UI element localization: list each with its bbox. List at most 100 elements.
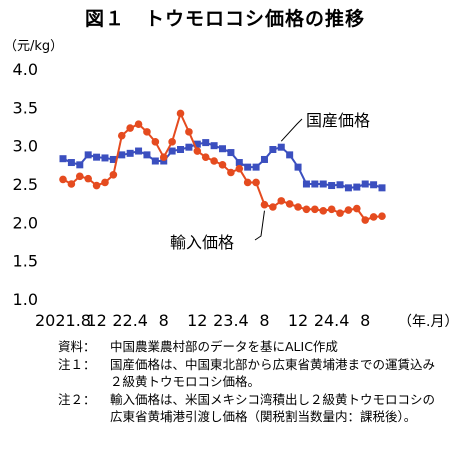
x-axis-unit-label: （年.月）: [398, 314, 450, 330]
data-point: [84, 151, 92, 159]
y-tick-label: 3.0: [13, 137, 38, 156]
data-point: [269, 203, 277, 211]
data-point: [369, 213, 378, 221]
x-tick-label: 8: [259, 311, 269, 330]
data-point: [126, 149, 134, 157]
series-label: 輸入価格: [170, 233, 234, 252]
data-point: [67, 159, 75, 167]
y-tick-label: 3.5: [13, 98, 38, 117]
note-label: 注１：: [58, 356, 96, 372]
data-point: [227, 149, 235, 157]
x-tick-label: 23.4: [213, 311, 249, 330]
data-point: [93, 153, 101, 161]
data-point: [176, 109, 185, 118]
y-tick-label: 2.5: [13, 175, 38, 194]
data-point: [353, 183, 361, 191]
data-point: [243, 178, 252, 187]
data-point: [370, 181, 378, 189]
x-tick-label: 12: [187, 311, 207, 330]
series-label: 国産価格: [306, 111, 370, 130]
data-point: [201, 153, 210, 161]
data-point: [328, 182, 336, 190]
data-point: [344, 206, 353, 214]
data-point: [378, 184, 386, 192]
data-point: [218, 161, 227, 169]
data-point: [135, 147, 143, 155]
note-label: 資料：: [58, 339, 96, 354]
data-point: [76, 161, 84, 169]
data-point: [202, 139, 210, 147]
data-point: [84, 174, 92, 183]
data-point: [294, 203, 302, 211]
data-point: [286, 151, 294, 159]
data-point: [159, 153, 168, 161]
x-tick-label: 12: [86, 311, 106, 330]
data-point: [143, 128, 151, 136]
data-point: [168, 138, 176, 146]
data-point: [361, 180, 369, 188]
data-point: [59, 155, 67, 163]
note-text: 輸入価格は、米国メキシコ湾積出し２級黄トウモロコシの広東省黄埔港引渡し価格（関税…: [110, 391, 436, 425]
data-point: [319, 207, 328, 215]
source-note: 資料： 中国農業農村部のデータを基にALIC作成: [58, 338, 443, 356]
data-point: [117, 131, 126, 140]
data-point: [285, 200, 294, 208]
data-point: [344, 184, 352, 192]
data-point: [177, 146, 185, 153]
data-point: [311, 205, 319, 214]
data-point: [101, 178, 109, 187]
data-point: [244, 163, 252, 171]
data-point: [269, 146, 277, 153]
note-text: 国産価格は、中国東北部から広東省黄埔港までの運賃込み２級黄トウモロコシ価格。: [110, 356, 436, 390]
x-tick-label: 2021.8: [35, 311, 91, 330]
label-leader-line: [280, 118, 303, 142]
data-point: [151, 138, 160, 146]
data-point: [75, 172, 84, 181]
data-point: [319, 180, 327, 188]
x-tick-label: 8: [360, 311, 370, 330]
data-point: [302, 205, 311, 214]
y-tick-label: 1.0: [13, 290, 38, 309]
data-point: [353, 204, 361, 213]
x-tick-label: 22.4: [112, 311, 148, 330]
x-tick-label: 24.4: [314, 311, 350, 330]
data-point: [277, 143, 285, 151]
data-point: [327, 205, 336, 214]
data-point: [109, 171, 118, 179]
y-axis-unit-label: （元/kg）: [4, 39, 63, 54]
footnote-1: 注１： 国産価格は、中国東北部から広東省黄埔港までの運賃込み２級黄トウモロコシ価…: [58, 356, 443, 391]
data-point: [143, 151, 151, 159]
data-point: [67, 180, 76, 188]
footnote-2: 注２： 輸入価格は、米国メキシコ湾積出し２級黄トウモロコシの広東省黄埔港引渡し価…: [58, 391, 443, 426]
data-point: [193, 147, 202, 155]
data-point: [336, 209, 344, 217]
data-point: [185, 128, 193, 136]
data-point: [210, 142, 218, 150]
data-point: [193, 140, 201, 148]
data-point: [160, 157, 168, 165]
data-point: [168, 147, 176, 155]
data-point: [151, 157, 159, 165]
y-tick-label: 1.5: [13, 252, 38, 271]
x-tick-label: 12: [288, 311, 308, 330]
x-tick-label: 8: [159, 311, 169, 330]
data-point: [302, 180, 310, 188]
data-point: [277, 197, 286, 205]
data-point: [101, 154, 109, 162]
data-point: [311, 180, 319, 188]
data-point: [134, 120, 143, 128]
data-point: [126, 124, 134, 132]
note-text: 中国農業農村部のデータを基にALIC作成: [110, 339, 338, 354]
data-point: [260, 200, 269, 209]
y-tick-label: 2.0: [13, 213, 38, 232]
y-tick-label: 4.0: [13, 60, 38, 79]
data-point: [260, 155, 268, 163]
label-leader-line: [254, 210, 265, 241]
data-point: [219, 145, 226, 153]
data-point: [118, 151, 126, 159]
note-label: 注２：: [58, 391, 96, 407]
data-point: [59, 175, 67, 184]
data-point: [294, 163, 302, 171]
